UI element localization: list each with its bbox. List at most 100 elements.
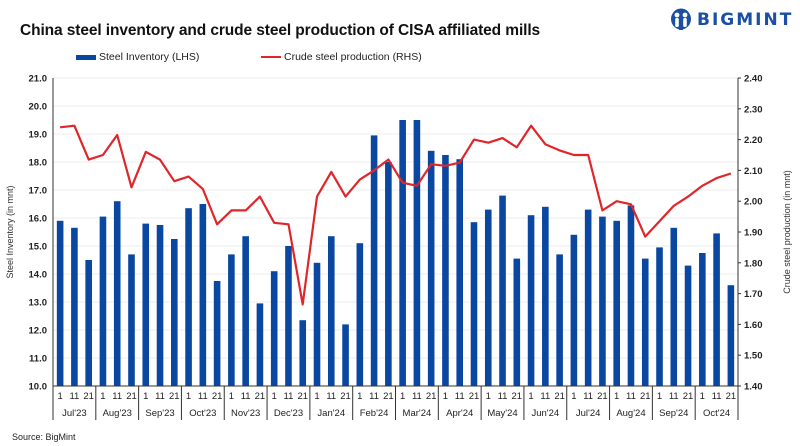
bar-inventory <box>456 159 464 386</box>
x-tick-day-label: 21 <box>469 391 480 402</box>
line-production <box>59 124 732 306</box>
y-axis-right-title: Crude steel production (in mnt) <box>782 170 792 294</box>
bar-inventory <box>499 195 506 386</box>
bigmint-logo-icon <box>671 8 691 30</box>
x-tick-day-label: 1 <box>571 391 576 402</box>
x-tick-day-label: 11 <box>112 391 122 402</box>
brand-logo: BIGMINT <box>670 8 793 32</box>
bar-inventory <box>142 223 150 386</box>
x-tick-day-label: 1 <box>700 391 705 402</box>
brand-name: BIGMINT <box>697 10 794 30</box>
bar-inventory <box>185 208 192 386</box>
x-month-label: Jul'23 <box>62 408 87 419</box>
x-tick-day-label: 21 <box>297 391 308 402</box>
y-tick-left-label: 15.0 <box>29 242 48 253</box>
x-tick-day-label: 21 <box>126 391 137 402</box>
bar-inventory <box>627 205 635 386</box>
legend-swatch-bar <box>76 54 96 60</box>
x-tick-day-label: 11 <box>198 391 208 402</box>
x-tick-day-label: 1 <box>400 391 405 402</box>
y-tick-right-label: 2.40 <box>744 74 763 85</box>
y-tick-left-label: 16.0 <box>29 214 48 225</box>
bar-inventory <box>299 320 307 386</box>
x-tick-day-label: 11 <box>712 391 722 402</box>
y-axis-right-ticks: 1.40 1.50 1.60 1.70 1.80 1.90 2.00 2.10 2.20 2.30… <box>738 74 763 393</box>
bar-inventory <box>641 258 649 386</box>
bar-inventory <box>527 215 535 386</box>
line-series-production <box>59 124 732 306</box>
x-tick-day-label: 11 <box>369 391 379 402</box>
bar-inventory <box>327 236 335 386</box>
x-tick-day-label: 11 <box>326 391 336 402</box>
y-tick-left-label: 18.0 <box>29 158 48 169</box>
y-tick-right-label: 2.00 <box>744 197 763 208</box>
x-tick-day-label: 11 <box>412 391 422 402</box>
bar-inventory <box>684 265 692 386</box>
x-tick-day-label: 1 <box>486 391 491 402</box>
bar-inventory <box>413 120 421 386</box>
x-month-label: Sep'23 <box>145 408 174 419</box>
legend-swatch-line <box>261 56 281 58</box>
y-axis-left-ticks: 10.0 11.0 12.0 13.0 14.0 15.0 16.0 17.0 18.0 19.0… <box>29 74 48 393</box>
bar-inventory <box>228 254 235 386</box>
x-tick-day-label: 1 <box>614 391 619 402</box>
x-tick-day-label: 1 <box>229 391 234 402</box>
x-tick-day-label: 1 <box>443 391 448 402</box>
x-month-label: Feb'24 <box>360 408 389 419</box>
y-tick-left-label: 20.0 <box>29 102 48 113</box>
bar-inventory <box>713 233 720 386</box>
bar-inventory <box>670 227 678 386</box>
bar-inventory <box>156 225 164 386</box>
x-tick-day-label: 1 <box>57 391 62 402</box>
bar-inventory <box>656 247 663 386</box>
y-tick-left-label: 14.0 <box>29 270 48 281</box>
legend-item-production: Crude steel production (RHS) <box>261 51 422 63</box>
bar-inventory <box>399 120 406 386</box>
x-tick-day-label: 11 <box>241 391 251 402</box>
y-tick-right-label: 2.20 <box>744 135 763 146</box>
x-tick-day-label: 1 <box>272 391 277 402</box>
x-month-label: Jan'24 <box>317 408 345 419</box>
x-tick-day-label: 11 <box>540 391 550 402</box>
bar-inventory <box>56 220 64 386</box>
y-axis-left-title: Steel Inventory (in mnt) <box>5 185 15 278</box>
x-tick-day-label: 11 <box>669 391 679 402</box>
y-tick-left-label: 11.0 <box>29 354 47 365</box>
bar-inventory <box>484 209 492 386</box>
bar-inventory <box>285 246 292 386</box>
x-tick-day-label: 11 <box>455 391 465 402</box>
x-tick-day-label: 21 <box>383 391 394 402</box>
x-tick-day-label: 1 <box>314 391 319 402</box>
x-month-label: Jul'24 <box>576 408 601 419</box>
x-month-label: Sep'24 <box>659 408 688 419</box>
x-tick-day-label: 21 <box>169 391 180 402</box>
x-month-label: Mar'24 <box>403 408 432 419</box>
bar-inventory <box>99 216 107 386</box>
y-tick-left-label: 13.0 <box>29 298 48 309</box>
x-axis-labels: 1 11 21 1 11 21 1 11 21 1 11 21 1 11 21 1 11 21 1 11 21 1 11 21… <box>52 386 739 420</box>
y-tick-right-label: 1.90 <box>744 228 763 239</box>
x-tick-day-label: 21 <box>212 391 223 402</box>
bar-inventory <box>442 155 449 386</box>
y-tick-right-label: 1.70 <box>744 289 763 300</box>
bar-inventory <box>256 303 264 386</box>
x-tick-day-label: 11 <box>155 391 165 402</box>
x-tick-day-label: 11 <box>69 391 79 402</box>
legend-label-production: Crude steel production (RHS) <box>284 51 422 63</box>
y-tick-left-label: 12.0 <box>29 326 48 337</box>
x-month-label: Oct'23 <box>189 408 216 419</box>
bar-inventory <box>128 254 135 386</box>
x-tick-day-label: 21 <box>83 391 94 402</box>
x-tick-day-label: 11 <box>284 391 294 402</box>
bar-inventory <box>470 222 478 386</box>
bar-inventory <box>556 254 563 386</box>
bar-inventory <box>584 209 592 386</box>
axes <box>52 78 739 387</box>
x-month-label: Jun'24 <box>531 408 559 419</box>
bar-inventory <box>699 253 706 386</box>
bar-inventory <box>727 285 735 386</box>
bar-inventory <box>542 206 549 386</box>
x-tick-day-label: 1 <box>186 391 191 402</box>
chart-title: China steel inventory and crude steel pr… <box>20 22 541 39</box>
x-month-label: Nov'23 <box>231 408 260 419</box>
